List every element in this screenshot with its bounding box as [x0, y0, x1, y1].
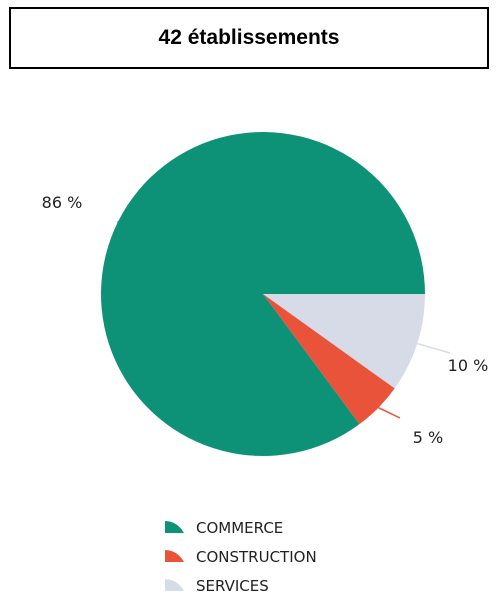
- slice-label-construction: 5 %: [413, 428, 443, 447]
- legend-label-construction: CONSTRUCTION: [196, 548, 317, 566]
- pie-labels: 10 % 5 % 86 %: [42, 193, 489, 447]
- chart-title: 42 établissements: [9, 7, 489, 69]
- legend-label-services: SERVICES: [196, 577, 269, 595]
- leader-line-services: [417, 342, 451, 354]
- pie-slices: [100, 132, 425, 457]
- legend-label-commerce: COMMERCE: [196, 519, 283, 537]
- legend: COMMERCE CONSTRUCTION SERVICES: [165, 519, 317, 595]
- slice-label-commerce: 86 %: [42, 193, 83, 212]
- pie-slice-construction: [263, 294, 395, 425]
- legend-swatch-commerce: [165, 521, 184, 533]
- legend-swatch-services: [165, 579, 184, 591]
- pie-slice-commerce: [100, 132, 425, 457]
- leader-line-construction: [378, 406, 401, 419]
- slice-label-services: 10 %: [448, 356, 489, 375]
- pie-slice-services: [263, 294, 425, 389]
- legend-swatch-construction: [165, 550, 184, 562]
